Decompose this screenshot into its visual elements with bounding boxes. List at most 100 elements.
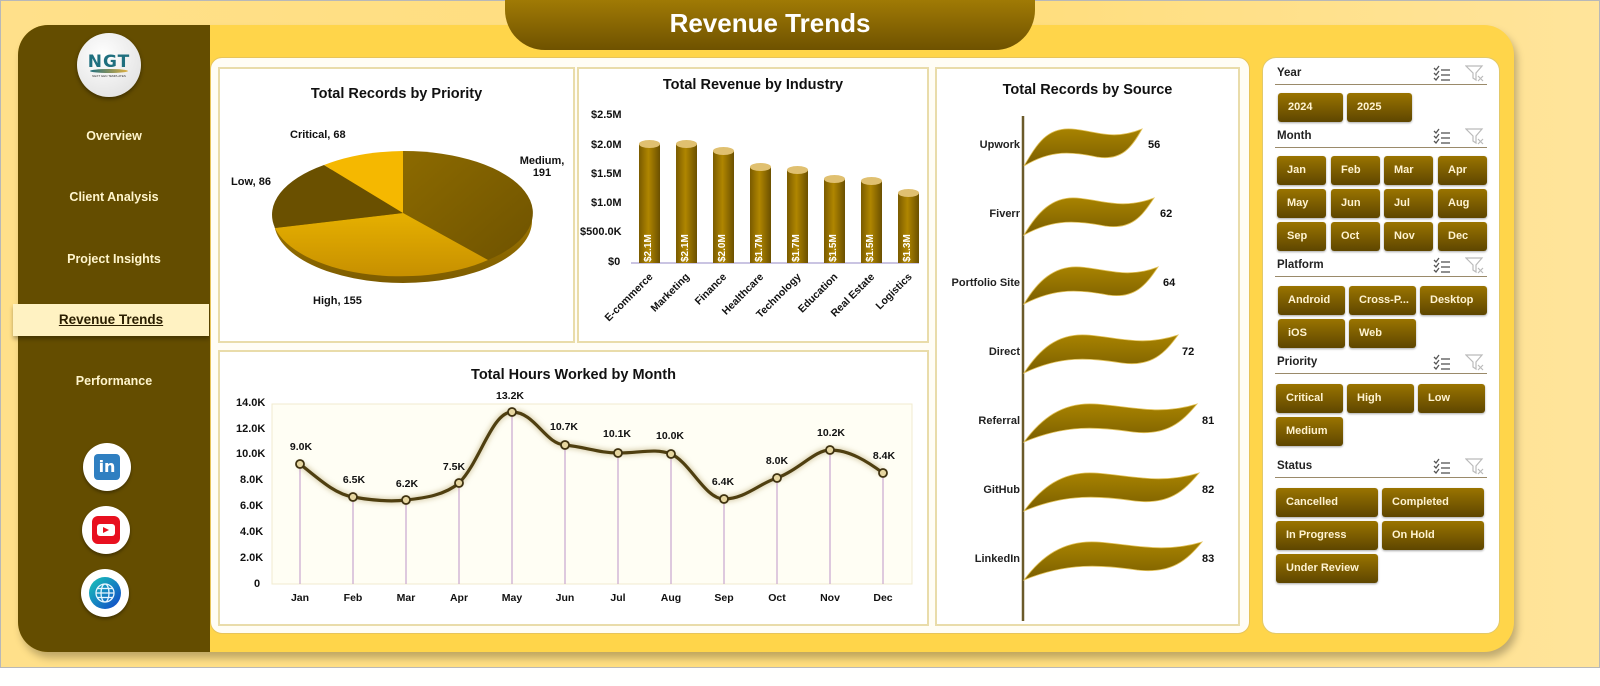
- page-title: Revenue Trends: [669, 8, 871, 38]
- slicer-option-low[interactable]: Low: [1418, 384, 1485, 413]
- x-axis-label: Oct: [768, 592, 786, 604]
- slicer-option-feb[interactable]: Feb: [1331, 156, 1380, 185]
- sidebar-item-performance[interactable]: Performance: [75, 374, 153, 388]
- slicer-option-under-review[interactable]: Under Review: [1276, 554, 1378, 583]
- industry-revenue-card: Total Revenue by Industry $2.5M $2.0M $1…: [577, 67, 929, 343]
- website-button[interactable]: [81, 569, 129, 617]
- pie-label-low: Low, 86: [231, 176, 271, 188]
- linkedin-button[interactable]: in: [83, 443, 131, 491]
- slicer-option-jun[interactable]: Jun: [1331, 189, 1380, 218]
- multi-select-icon[interactable]: [1433, 128, 1451, 144]
- point-label: 10.0K: [655, 430, 685, 442]
- source-label: Direct: [988, 346, 1020, 358]
- slicer-option-android[interactable]: Android: [1278, 286, 1345, 315]
- slicer-option-aug[interactable]: Aug: [1438, 189, 1487, 218]
- slicer-option-apr[interactable]: Apr: [1438, 156, 1487, 185]
- x-axis-label: Jul: [610, 592, 626, 604]
- sidebar-item-client-analysis[interactable]: Client Analysis: [69, 190, 159, 204]
- y-tick: 2.0K: [240, 552, 264, 564]
- y-tick: 12.0K: [236, 423, 266, 435]
- sidebar-item-project-insights[interactable]: Project Insights: [67, 252, 161, 266]
- clear-filter-icon[interactable]: [1465, 354, 1485, 372]
- x-axis-label: Apr: [449, 592, 469, 604]
- source-value: 82: [1202, 484, 1215, 496]
- clear-filter-icon[interactable]: [1465, 65, 1485, 83]
- slicer-option-medium[interactable]: Medium: [1276, 417, 1343, 446]
- slicer-option-oct[interactable]: Oct: [1331, 222, 1380, 251]
- chart-title: Total Records by Priority: [310, 86, 483, 102]
- source-value: 81: [1202, 415, 1215, 427]
- slicer-option-may[interactable]: May: [1277, 189, 1326, 218]
- source-label: LinkedIn: [974, 553, 1020, 565]
- slicer-label: Year: [1277, 67, 1302, 79]
- youtube-icon: [92, 516, 120, 544]
- slicer-option-jan[interactable]: Jan: [1277, 156, 1326, 185]
- point-label: 13.2K: [495, 390, 525, 402]
- point-label: 8.4K: [872, 450, 896, 462]
- linkedin-icon: in: [94, 454, 120, 480]
- y-tick: 6.0K: [240, 500, 264, 512]
- slicer-option-2024[interactable]: 2024: [1278, 93, 1343, 122]
- logo-subtext: NEXT GEN TEMPLATES: [92, 74, 126, 78]
- multi-select-icon[interactable]: [1433, 354, 1451, 370]
- x-axis-label: Jun: [555, 592, 575, 604]
- point-label: 9.0K: [289, 441, 313, 453]
- clear-filter-icon[interactable]: [1465, 257, 1485, 275]
- slicer-option-mar[interactable]: Mar: [1384, 156, 1433, 185]
- chart-title: Total Hours Worked by Month: [471, 367, 676, 383]
- x-axis-label: May: [501, 592, 523, 604]
- multi-select-icon[interactable]: [1433, 65, 1451, 81]
- slicer-label: Priority: [1277, 356, 1318, 368]
- slicer-option-high[interactable]: High: [1347, 384, 1414, 413]
- slicer-option-2025[interactable]: 2025: [1347, 93, 1412, 122]
- slicer-option-on-hold[interactable]: On Hold: [1382, 521, 1484, 550]
- filter-panel: Year 2024 2025 Month Jan Feb Mar Apr May…: [1262, 57, 1500, 634]
- sidebar-item-overview[interactable]: Overview: [86, 129, 142, 143]
- slicer-option-sep[interactable]: Sep: [1277, 222, 1326, 251]
- sidebar-item-revenue-trends[interactable]: Revenue Trends: [13, 304, 209, 336]
- slicer-option-dec[interactable]: Dec: [1438, 222, 1487, 251]
- y-tick: $1.5M: [591, 168, 622, 180]
- slicer-option-cross-platform[interactable]: Cross-P...: [1349, 286, 1416, 315]
- source-value: 56: [1148, 139, 1161, 151]
- x-axis-label: Nov: [820, 592, 840, 604]
- chart-title: Total Revenue by Industry: [662, 77, 844, 93]
- multi-select-icon[interactable]: [1433, 458, 1451, 474]
- slicer-header-year: Year: [1275, 65, 1487, 85]
- bar-value-label: $2.1M: [643, 234, 654, 262]
- slicer-header-platform: Platform: [1275, 257, 1487, 277]
- point-label: 6.2K: [395, 478, 419, 490]
- priority-pie-chart: [272, 150, 533, 283]
- slicer-option-jul[interactable]: Jul: [1384, 189, 1433, 218]
- source-value: 64: [1163, 277, 1176, 289]
- slicer-option-critical[interactable]: Critical: [1276, 384, 1343, 413]
- x-axis-label: Sep: [714, 592, 734, 604]
- youtube-button[interactable]: [82, 506, 130, 554]
- bar-value-label: $1.3M: [902, 234, 913, 262]
- hours-line-card: Total Hours Worked by Month 14.0K 12.0K …: [218, 350, 929, 626]
- globe-icon: [89, 577, 121, 609]
- clear-filter-icon[interactable]: [1465, 458, 1485, 476]
- multi-select-icon[interactable]: [1433, 257, 1451, 273]
- slicer-option-cancelled[interactable]: Cancelled: [1276, 488, 1378, 517]
- slicer-option-in-progress[interactable]: In Progress: [1276, 521, 1378, 550]
- clear-filter-icon[interactable]: [1465, 128, 1485, 146]
- y-tick: $2.0M: [591, 139, 622, 151]
- pie-label-high: High, 155: [313, 295, 362, 307]
- source-value: 83: [1202, 553, 1215, 565]
- slicer-option-nov[interactable]: Nov: [1384, 222, 1433, 251]
- slicer-option-completed[interactable]: Completed: [1382, 488, 1484, 517]
- source-label: GitHub: [983, 484, 1020, 496]
- sidebar: NGT NEXT GEN TEMPLATES Overview Client A…: [13, 25, 210, 652]
- slicer-option-web[interactable]: Web: [1349, 319, 1416, 348]
- x-axis-label: Mar: [396, 592, 416, 604]
- y-tick: $0: [608, 256, 621, 268]
- slicer-option-ios[interactable]: iOS: [1278, 319, 1345, 348]
- title-banner: [505, 0, 1035, 50]
- source-label: Referral: [978, 415, 1020, 427]
- source-value: 72: [1182, 346, 1195, 358]
- slicer-option-desktop[interactable]: Desktop: [1420, 286, 1487, 315]
- y-tick: 14.0K: [236, 397, 266, 409]
- y-tick: 4.0K: [240, 526, 264, 538]
- chart-title: Total Records by Source: [1002, 82, 1173, 98]
